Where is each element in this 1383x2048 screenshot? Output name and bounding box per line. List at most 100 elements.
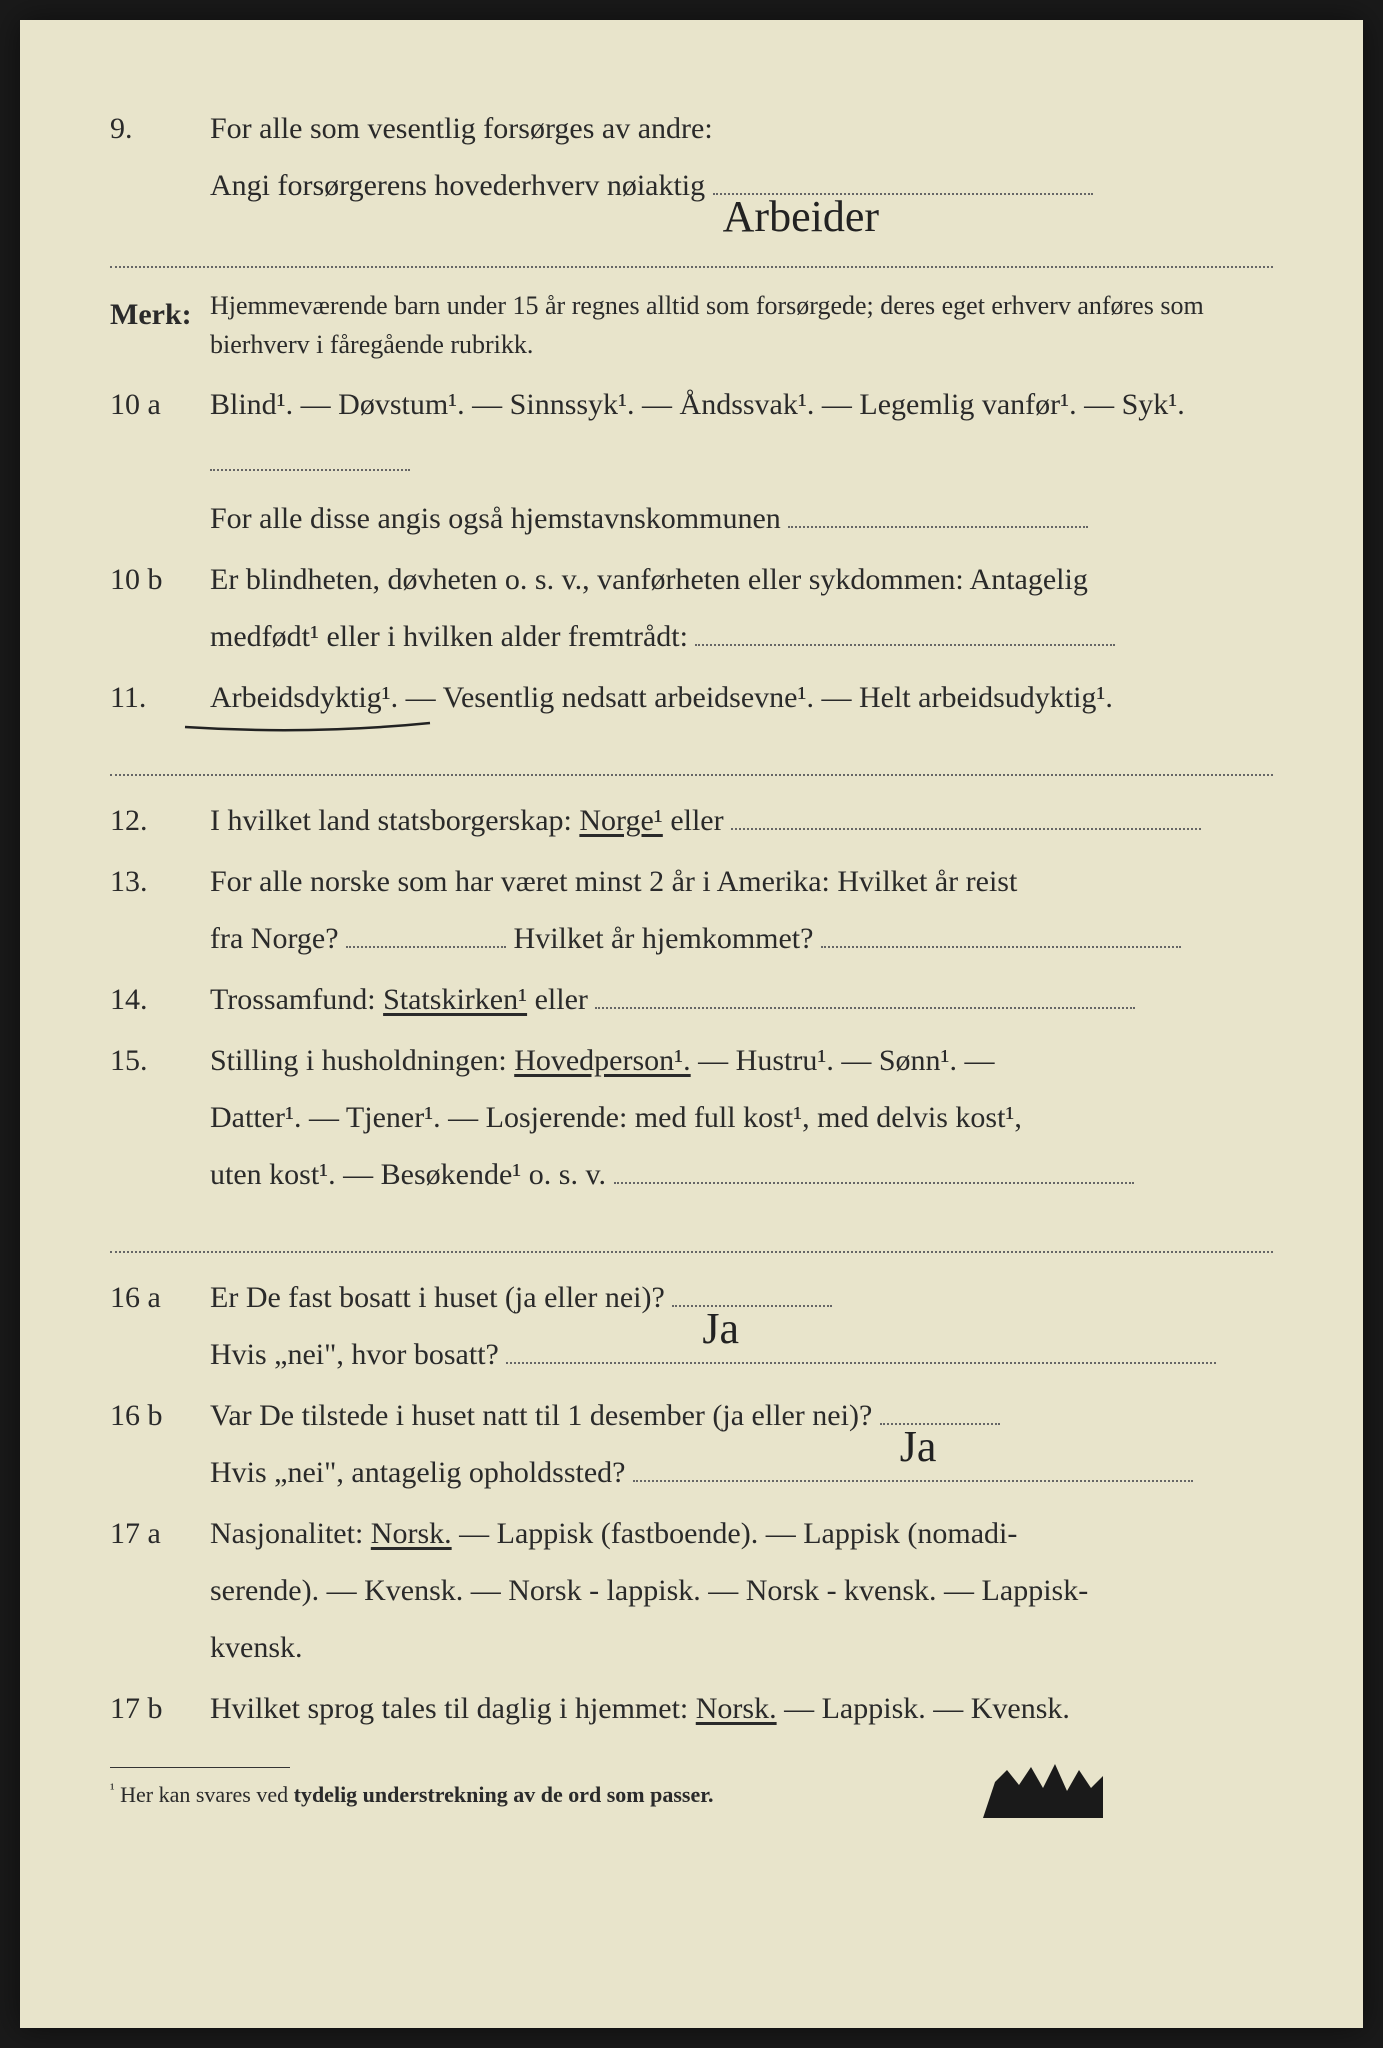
q11: 11. Arbeidsdyktig¹. — Vesentlig nedsatt … [110, 669, 1273, 726]
q10a: 10 a Blind¹. — Døvstum¹. — Sinnssyk¹. — … [110, 376, 1273, 547]
q13-line2b: Hvilket år hjemkommet? [514, 922, 814, 955]
q14: 14. Trossamfund: Statskirken¹ eller [110, 971, 1273, 1028]
q15-num: 15. [110, 1032, 210, 1089]
q16b: 16 b Var De tilstede i huset natt til 1 … [110, 1387, 1273, 1501]
q17a-line2: serende). — Kvensk. — Norsk - lappisk. —… [210, 1562, 1273, 1619]
q16a-answer-field[interactable]: Ja [672, 1305, 832, 1307]
q16b-line2: Hvis „nei", antagelig opholdssted? [210, 1456, 626, 1489]
q14-num: 14. [110, 971, 210, 1028]
q12-blank[interactable] [731, 828, 1201, 830]
q17a: 17 a Nasjonalitet: Norsk. — Lappisk (fas… [110, 1505, 1273, 1676]
q10a-body: Blind¹. — Døvstum¹. — Sinnssyk¹. — Åndss… [210, 376, 1273, 547]
q16b-blank[interactable] [633, 1480, 1193, 1482]
q13-body: For alle norske som har været minst 2 år… [210, 853, 1273, 967]
q12: 12. I hvilket land statsborgerskap: Norg… [110, 792, 1273, 849]
q13-num: 13. [110, 853, 210, 910]
q13: 13. For alle norske som har været minst … [110, 853, 1273, 967]
merk-text: Hjemmeværende barn under 15 år regnes al… [210, 286, 1273, 364]
q16a-line1: Er De fast bosatt i huset (ja eller nei)… [210, 1269, 1273, 1326]
q12-underlined: Norge¹ [579, 804, 662, 837]
q9-line2: Angi forsørgerens hovederhverv nøiaktig … [210, 157, 1273, 214]
q17a-num: 17 a [110, 1505, 210, 1562]
q10a-num: 10 a [110, 376, 210, 433]
footnote-marker: ¹ [110, 1781, 115, 1798]
q17a-body: Nasjonalitet: Norsk. — Lappisk (fastboen… [210, 1505, 1273, 1676]
q17a-line3: kvensk. [210, 1619, 1273, 1676]
divider [110, 1209, 1273, 1253]
q17b-num: 17 b [110, 1680, 210, 1737]
q15-underlined: Hovedperson¹. [514, 1044, 690, 1077]
q9-answer-field[interactable]: Arbeider [713, 193, 1093, 195]
q12-post: eller [663, 804, 724, 837]
q10b-line2-row: medfødt¹ eller i hvilken alder fremtrådt… [210, 608, 1273, 665]
q10b-blank[interactable] [695, 644, 1115, 646]
q14-post: eller [527, 983, 588, 1016]
q11-text: Arbeidsdyktig¹. — Vesentlig nedsatt arbe… [210, 681, 1113, 714]
q15-line1: Stilling i husholdningen: Hovedperson¹. … [210, 1032, 1273, 1089]
merk-label: Merk: [110, 286, 210, 343]
q15-line2: Datter¹. — Tjener¹. — Losjerende: med fu… [210, 1089, 1273, 1146]
q12-pre: I hvilket land statsborgerskap: [210, 804, 579, 837]
q16a-body: Er De fast bosatt i huset (ja eller nei)… [210, 1269, 1273, 1383]
q15-body: Stilling i husholdningen: Hovedperson¹. … [210, 1032, 1273, 1203]
q13-blank2[interactable] [821, 946, 1181, 948]
q16a-num: 16 a [110, 1269, 210, 1326]
q15-line3: uten kost¹. — Besøkende¹ o. s. v. [210, 1158, 606, 1191]
q9-body: For alle som vesentlig forsørges av andr… [210, 100, 1273, 214]
q10a-tail-row: For alle disse angis også hjemstavnskomm… [210, 490, 1273, 547]
q15: 15. Stilling i husholdningen: Hovedperso… [110, 1032, 1273, 1203]
q17b-underlined: Norsk. [696, 1692, 777, 1725]
q10a-tail: For alle disse angis også hjemstavnskomm… [210, 502, 781, 535]
q10b-line2: medfødt¹ eller i hvilken alder fremtrådt… [210, 620, 688, 653]
q13-line2a: fra Norge? [210, 922, 339, 955]
q13-line1: For alle norske som har været minst 2 år… [210, 853, 1273, 910]
q10a-blank[interactable] [210, 469, 410, 471]
q13-blank1[interactable] [346, 946, 506, 948]
q10a-tail-blank[interactable] [788, 526, 1088, 528]
divider [110, 732, 1273, 776]
q16a-blank[interactable] [506, 1362, 1216, 1364]
q17b-pre: Hvilket sprog tales til daglig i hjemmet… [210, 1692, 696, 1725]
q10b-line1: Er blindheten, døvheten o. s. v., vanfør… [210, 551, 1273, 608]
footnote-rule [110, 1767, 290, 1774]
q13-line2: fra Norge? Hvilket år hjemkommet? [210, 910, 1273, 967]
q16b-body: Var De tilstede i huset natt til 1 desem… [210, 1387, 1273, 1501]
q11-hand-underline [180, 717, 440, 737]
q16b-handwritten-answer: Ja [900, 1405, 937, 1489]
q9-handwritten-answer: Arbeider [723, 175, 879, 259]
q17a-post: — Lappisk (fastboende). — Lappisk (nomad… [452, 1517, 1018, 1550]
q17a-pre: Nasjonalitet: [210, 1517, 371, 1550]
q9-num: 9. [110, 100, 210, 157]
q16b-q: Var De tilstede i huset natt til 1 desem… [210, 1399, 872, 1432]
q14-pre: Trossamfund: [210, 983, 383, 1016]
q16b-answer-field[interactable]: Ja [880, 1423, 1000, 1425]
q16a-line2: Hvis „nei", hvor bosatt? [210, 1338, 499, 1371]
q16a-q: Er De fast bosatt i huset (ja eller nei)… [210, 1281, 665, 1314]
q14-body: Trossamfund: Statskirken¹ eller [210, 971, 1273, 1028]
q16b-line1: Var De tilstede i huset natt til 1 desem… [210, 1387, 1273, 1444]
q17b-post: — Lappisk. — Kvensk. [777, 1692, 1070, 1725]
q16a: 16 a Er De fast bosatt i huset (ja eller… [110, 1269, 1273, 1383]
merk-note: Merk: Hjemmeværende barn under 15 år reg… [110, 286, 1273, 364]
q10b-num: 10 b [110, 551, 210, 608]
q16b-num: 16 b [110, 1387, 210, 1444]
q12-num: 12. [110, 792, 210, 849]
q10b: 10 b Er blindheten, døvheten o. s. v., v… [110, 551, 1273, 665]
q10b-body: Er blindheten, døvheten o. s. v., vanfør… [210, 551, 1273, 665]
q9-label: Angi forsørgerens hovederhverv nøiaktig [210, 169, 705, 202]
q14-blank[interactable] [595, 1007, 1135, 1009]
q9-line1: For alle som vesentlig forsørges av andr… [210, 100, 1273, 157]
q16a-handwritten-answer: Ja [702, 1287, 739, 1371]
q17b: 17 b Hvilket sprog tales til daglig i hj… [110, 1680, 1273, 1737]
q15-post: — Hustru¹. — Sønn¹. — [691, 1044, 995, 1077]
q17a-line1: Nasjonalitet: Norsk. — Lappisk (fastboen… [210, 1505, 1273, 1562]
q15-pre: Stilling i husholdningen: [210, 1044, 514, 1077]
q17b-body: Hvilket sprog tales til daglig i hjemmet… [210, 1680, 1273, 1737]
q16a-line2-row: Hvis „nei", hvor bosatt? [210, 1326, 1273, 1383]
census-form-page: 9. For alle som vesentlig forsørges av a… [20, 20, 1363, 2028]
q9: 9. For alle som vesentlig forsørges av a… [110, 100, 1273, 214]
q16b-line2-row: Hvis „nei", antagelig opholdssted? [210, 1444, 1273, 1501]
q15-blank[interactable] [614, 1182, 1134, 1184]
q14-underlined: Statskirken¹ [383, 983, 527, 1016]
q17a-underlined: Norsk. [371, 1517, 452, 1550]
